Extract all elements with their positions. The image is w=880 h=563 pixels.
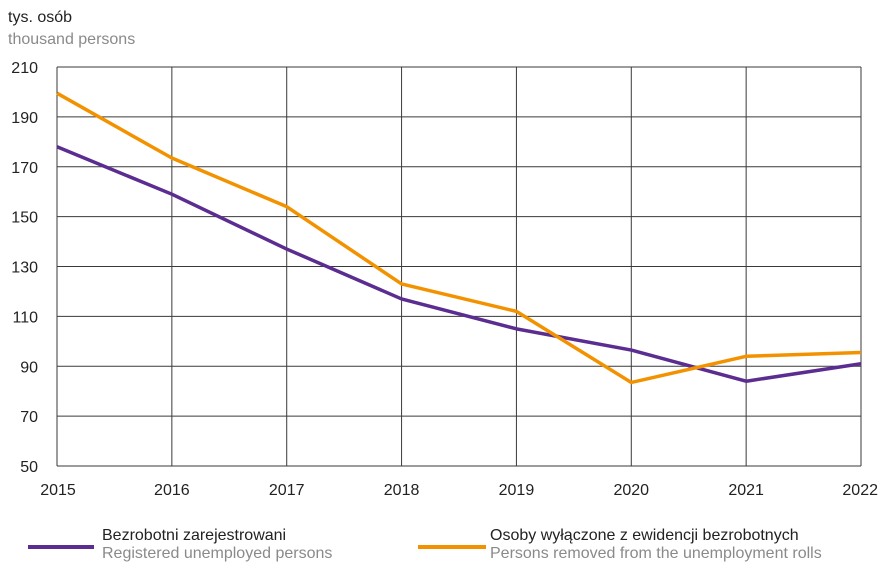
grid [56, 66, 862, 467]
legend-label-pl: Bezrobotni zarejestrowani [102, 527, 287, 544]
y-unit-label-en: thousand persons [8, 31, 136, 48]
series-line-registered [56, 145, 862, 383]
series-line-removed [56, 91, 862, 385]
x-tick-label: 2019 [499, 482, 535, 499]
y-tick-label: 130 [11, 260, 38, 277]
y-tick-label: 90 [20, 359, 38, 376]
x-tick-label: 2018 [384, 482, 420, 499]
x-tick-label: 2016 [154, 482, 190, 499]
y-axis-ticks: 50 70 90 110 130 150 170 190 210 [11, 60, 38, 476]
x-tick-label: 2017 [269, 482, 305, 499]
x-tick-label: 2022 [842, 482, 878, 499]
y-unit-label-pl: tys. osób [8, 9, 73, 26]
x-tick-label: 2015 [40, 482, 76, 499]
x-tick-label: 2020 [613, 482, 649, 499]
y-tick-label: 210 [11, 60, 38, 77]
y-tick-label: 150 [11, 210, 38, 227]
x-axis-ticks: 2015 2016 2017 2018 2019 2020 2021 2022 [40, 482, 878, 499]
y-tick-label: 190 [11, 110, 38, 127]
x-tick-label: 2021 [728, 482, 764, 499]
y-tick-label: 50 [20, 459, 38, 476]
y-tick-label: 70 [20, 409, 38, 426]
legend-label-pl: Osoby wyłączone z ewidencji bezrobotnych [490, 527, 799, 544]
legend-label-en: Registered unemployed persons [102, 545, 333, 562]
y-tick-label: 110 [12, 309, 38, 326]
legend-swatch-removed [418, 545, 486, 549]
legend-swatch-registered [28, 545, 94, 549]
series-lines [56, 91, 862, 385]
legend-label-en: Persons removed from the unemployment ro… [490, 545, 822, 562]
y-tick-label: 170 [11, 160, 38, 177]
